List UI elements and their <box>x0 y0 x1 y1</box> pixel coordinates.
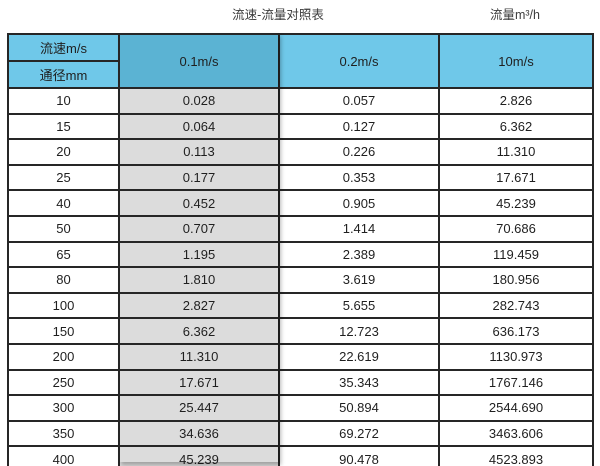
flow-value-cell: 45.239 <box>118 445 280 466</box>
flow-value-cell: 50.894 <box>278 394 440 422</box>
table-row: 150 6.362 12.723 636.173 <box>7 317 594 345</box>
table-row: 20 0.113 0.226 11.310 <box>7 138 594 166</box>
flow-value-cell: 282.743 <box>438 291 594 320</box>
diameter-cell: 350 <box>7 419 120 448</box>
table-row: 65 1.195 2.389 119.459 <box>7 240 594 269</box>
flow-value-cell: 17.671 <box>118 368 280 397</box>
flow-value-cell: 34.636 <box>118 419 280 448</box>
flow-value-cell: 0.177 <box>118 163 280 192</box>
table-body: 10 0.028 0.057 2.826 15 0.064 0.127 6.362 20 0.11… <box>7 87 594 466</box>
flow-value-cell: 0.113 <box>118 138 280 166</box>
header-row-velocity: 流速m/s 0.1m/s 0.2m/s 10m/s <box>7 33 594 89</box>
flow-value-cell: 11.310 <box>438 138 594 166</box>
flow-value-cell: 0.353 <box>278 163 440 192</box>
diameter-cell: 10 <box>7 87 120 115</box>
header-row-diameter: 通径mm <box>7 60 593 89</box>
flow-value-cell: 1130.973 <box>438 342 594 371</box>
table-row: 15 0.064 0.127 6.362 <box>7 112 594 141</box>
diameter-cell: 100 <box>7 291 120 320</box>
flow-value-cell: 0.057 <box>278 87 440 115</box>
diameter-cell: 25 <box>7 163 120 192</box>
flow-value-cell: 22.619 <box>278 342 440 371</box>
page-title: 流速-流量对照表 <box>232 8 324 22</box>
diameter-cell: 40 <box>7 189 120 217</box>
flow-value-cell: 70.686 <box>438 214 594 243</box>
flow-value-cell: 1.810 <box>118 266 280 294</box>
diameter-cell: 150 <box>7 317 120 345</box>
table-header: 流速m/s 0.1m/s 0.2m/s 10m/s 通径mm <box>7 33 594 89</box>
table-row: 25 0.177 0.353 17.671 <box>7 163 594 192</box>
flow-value-cell: 0.226 <box>278 138 440 166</box>
flow-value-cell: 3.619 <box>278 266 440 294</box>
table-row: 300 25.447 50.894 2544.690 <box>7 394 594 422</box>
flow-value-cell: 3463.606 <box>438 419 594 448</box>
diameter-cell: 300 <box>7 394 120 422</box>
corner-velocity-label: 流速m/s <box>7 33 120 62</box>
flow-value-cell: 5.655 <box>278 291 440 320</box>
flow-value-cell: 636.173 <box>438 317 594 345</box>
velocity-column-header-0-2: 0.2m/s <box>278 33 440 89</box>
velocity-column-header-0-1: 0.1m/s <box>118 33 280 89</box>
flow-value-cell: 0.028 <box>118 87 280 115</box>
diameter-cell: 20 <box>7 138 120 166</box>
diameter-cell: 400 <box>7 445 120 466</box>
table-row: 400 45.239 90.478 4523.893 <box>7 445 594 466</box>
flow-value-cell: 25.447 <box>118 394 280 422</box>
table-row: 50 0.707 1.414 70.686 <box>7 214 594 243</box>
flow-value-cell: 1767.146 <box>438 368 594 397</box>
table-row: 100 2.827 5.655 282.743 <box>7 291 594 320</box>
diameter-cell: 80 <box>7 266 120 294</box>
diameter-cell: 15 <box>7 112 120 141</box>
flow-value-cell: 90.478 <box>278 445 440 466</box>
table-row: 40 0.452 0.905 45.239 <box>7 189 594 217</box>
flow-rate-table: 流速m/s 0.1m/s 0.2m/s 10m/s 通径mm 10 0.028 0.… <box>7 33 594 466</box>
flow-value-cell: 1.195 <box>118 240 280 269</box>
flow-value-cell: 180.956 <box>438 266 594 294</box>
flow-value-cell: 2544.690 <box>438 394 594 422</box>
flow-value-cell: 2.827 <box>118 291 280 320</box>
flow-value-cell: 6.362 <box>438 112 594 141</box>
diameter-cell: 250 <box>7 368 120 397</box>
table-row: 10 0.028 0.057 2.826 <box>7 87 594 115</box>
flow-value-cell: 2.826 <box>438 87 594 115</box>
table-row: 80 1.810 3.619 180.956 <box>7 266 594 294</box>
flow-value-cell: 69.272 <box>278 419 440 448</box>
flow-value-cell: 2.389 <box>278 240 440 269</box>
flow-value-cell: 35.343 <box>278 368 440 397</box>
flow-value-cell: 0.707 <box>118 214 280 243</box>
flow-value-cell: 119.459 <box>438 240 594 269</box>
flow-value-cell: 4523.893 <box>438 445 594 466</box>
flow-value-cell: 0.452 <box>118 189 280 217</box>
corner-diameter-label: 通径mm <box>7 60 120 89</box>
velocity-column-header-10: 10m/s <box>438 33 594 89</box>
flow-value-cell: 0.905 <box>278 189 440 217</box>
flow-unit-label: 流量m³/h <box>489 8 540 22</box>
diameter-cell: 50 <box>7 214 120 243</box>
flow-value-cell: 17.671 <box>438 163 594 192</box>
flow-value-cell: 11.310 <box>118 342 280 371</box>
diameter-cell: 65 <box>7 240 120 269</box>
flow-value-cell: 0.127 <box>278 112 440 141</box>
flow-value-cell: 1.414 <box>278 214 440 243</box>
flow-value-cell: 12.723 <box>278 317 440 345</box>
flow-value-cell: 45.239 <box>438 189 594 217</box>
flow-value-cell: 6.362 <box>118 317 280 345</box>
table-row: 250 17.671 35.343 1767.146 <box>7 368 594 397</box>
flow-value-cell: 0.064 <box>118 112 280 141</box>
diameter-cell: 200 <box>7 342 120 371</box>
table-row: 350 34.636 69.272 3463.606 <box>7 419 594 448</box>
table-row: 200 11.310 22.619 1130.973 <box>7 342 594 371</box>
